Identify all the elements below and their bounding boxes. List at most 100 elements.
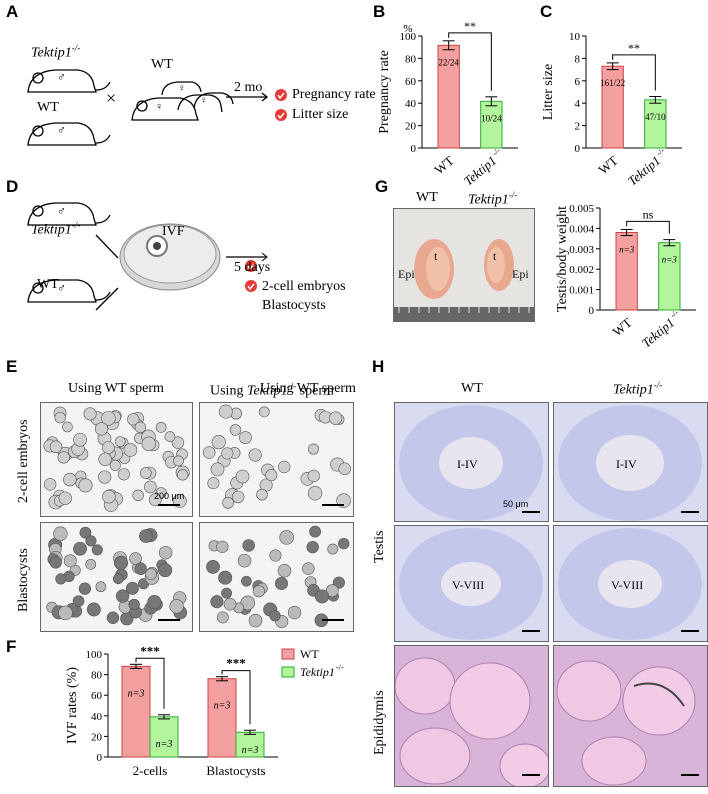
embryo-icon [78,582,91,595]
embryo-icon [114,436,126,447]
y-tick-label: 100 [86,649,103,661]
bar-data-label: 22/24 [438,57,459,67]
embryo-icon [91,544,103,556]
significance-label: ** [464,22,476,33]
embryo-icon [123,443,138,457]
bar-data-label: n=3 [242,745,259,756]
embryo-icon [139,467,152,479]
h-row-testis: Testis [372,530,387,563]
y-tick-label: 0 [589,305,595,317]
embryo-photo-wt-2cell [40,402,193,517]
embryo-icon [158,545,173,560]
female-mice-icon [131,81,234,121]
a-outcome-1: Pregnancy rate [292,87,376,102]
embryo-icon [117,468,130,481]
a-outcome-2: Litter size [292,107,349,122]
embryo-icon [248,448,262,462]
h-stage1-wt: I-IV [457,457,478,471]
svg-text:♀: ♀ [178,83,186,94]
embryo-icon [327,543,339,555]
y-tick-label: 10 [569,31,581,43]
bar [480,100,503,149]
testis-photo: Epi t Epi t [393,208,535,322]
embryo-icon [235,469,250,484]
embryo-icon [325,584,339,598]
significance-label: ** [628,41,640,55]
x-tick-label: Tektip1-/- [639,308,681,351]
h-stage2-wt: V-VIII [452,578,485,592]
embryo-icon [211,435,226,450]
embryo-icon [173,455,184,467]
embryo-icon [134,562,147,575]
embryo-icon [306,540,319,554]
significance-bracket [626,220,670,234]
y-tick-label: 0.002 [569,264,594,276]
d-outcome-1: 2-cell embryos [262,279,346,294]
embryo-icon [73,541,87,556]
y-tick-label: 2 [575,121,581,133]
embryo-icon [101,411,116,426]
y-tick-label: 0.005 [569,203,594,215]
g-epi-right: Epi [512,267,529,281]
legend-swatch [281,648,295,660]
embryo-icon [307,469,320,483]
embryo-icon [223,597,237,611]
embryo-icon [57,451,70,464]
y-tick-label: 20 [91,731,103,743]
svg-text:WT: WT [595,153,620,178]
y-tick-label: 0.003 [569,244,594,256]
a-ko-label: Tektip1-/- [31,43,81,61]
e-scale-bar-2 [322,504,344,506]
h-stage1-ko: I-IV [616,457,637,471]
bar-data-label: n=3 [128,688,145,699]
embryo-icon [329,411,343,425]
bar-data-label: n=3 [156,739,173,750]
d-ko-label: Tektip1-/- [31,220,81,238]
embryo-icon [139,529,153,543]
embryo-icon [315,589,330,604]
legend-label-sup: -/- [336,663,344,672]
embryo-icon [63,472,77,487]
embryo-icon [72,595,85,607]
bar [644,99,667,149]
embryo-icon [252,585,265,598]
bar-data-label: n=3 [214,701,231,712]
significance-bracket [221,670,251,725]
histology-wt-epididymis [394,645,549,787]
embryo-icon [141,436,156,451]
x-tick-label: WT [609,315,634,340]
male-mouse-icon [27,69,111,93]
y-tick-label: 0 [575,143,581,155]
y-tick-label: 80 [405,53,417,65]
d-wt-label: WT [37,277,59,292]
e-scale-label: 200 μm [154,491,185,501]
embryo-icon [55,573,67,585]
panel-label-g: G [375,177,389,196]
bar-data-label: 10/24 [481,113,502,123]
y-tick-label: 80 [91,670,103,682]
embryo-icon [155,421,167,433]
embryo-icon [269,549,282,562]
embryo-icon [95,581,107,593]
embryo-icon [338,537,350,550]
embryo-icon [218,570,233,585]
x-tick-label: Tektip1-/- [461,146,503,189]
bar-data-label: 161/22 [600,78,625,88]
embryo-icon [112,573,124,585]
embryo-icon [109,459,121,471]
svg-text:Tektip1: Tektip1 [625,153,664,189]
embryo-icon [128,598,140,611]
embryo-icon [85,535,97,547]
embryo-icon [210,462,225,477]
e-col1-header: Using WT sperm [260,381,356,396]
y-axis-label: Testis/body weight [555,206,570,312]
embryo-icon [248,613,263,628]
x-tick-label: WT [431,153,456,178]
chart-ivf-rates: 0 20 40 60 80 100 IVF rates (%) n=3 n=3 *** 2-cell… [65,643,344,778]
embryo-icon [241,575,252,587]
embryo-icon [207,477,220,490]
embryo-icon [287,605,302,620]
embryo-icon [49,556,62,569]
embryo-icon [86,602,101,617]
